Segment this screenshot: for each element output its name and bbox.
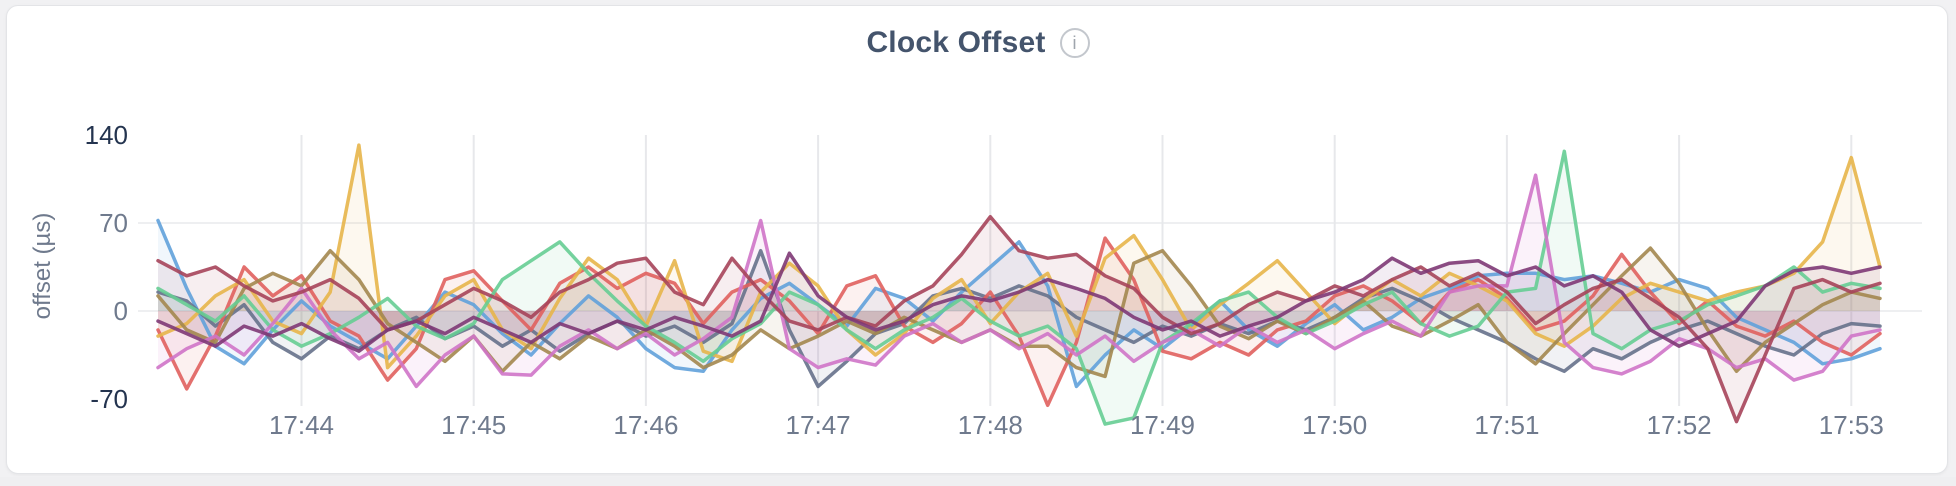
series-8-line xyxy=(156,214,1882,424)
series-5-line xyxy=(156,246,1882,379)
x-tick-label: 17:49 xyxy=(1130,410,1195,440)
y-tick-label: 70 xyxy=(99,208,128,238)
series-2-area xyxy=(158,250,1880,387)
series-6-line xyxy=(156,149,1882,426)
y-tick-label: 140 xyxy=(85,120,128,150)
series-7-line xyxy=(156,173,1882,389)
chart-header: Clock Offset i xyxy=(0,26,1956,60)
series-5-area xyxy=(158,248,1880,377)
series-9-area xyxy=(158,253,1880,352)
series-9-line xyxy=(156,251,1882,353)
x-tick-label: 17:52 xyxy=(1647,410,1712,440)
x-tick-label: 17:50 xyxy=(1302,410,1367,440)
series-6-area xyxy=(158,151,1880,425)
chart-title: Clock Offset xyxy=(866,26,1046,59)
series-8-area xyxy=(158,216,1880,422)
page-gap xyxy=(0,477,1956,486)
x-tick-label: 17:46 xyxy=(613,410,678,440)
series-1-area xyxy=(158,220,1880,387)
x-tick-label: 17:44 xyxy=(269,410,334,440)
y-tick-label: -70 xyxy=(90,384,128,414)
x-tick-label: 17:53 xyxy=(1819,410,1884,440)
y-tick-label: 0 xyxy=(114,296,128,326)
x-tick-label: 17:47 xyxy=(786,410,851,440)
info-icon[interactable]: i xyxy=(1059,28,1090,58)
clock-offset-card xyxy=(6,5,1948,474)
x-tick-label: 17:48 xyxy=(958,410,1023,440)
x-tick-label: 17:45 xyxy=(441,410,506,440)
x-tick-label: 17:51 xyxy=(1474,410,1539,440)
y-axis-title: offset (µs) xyxy=(29,213,56,320)
